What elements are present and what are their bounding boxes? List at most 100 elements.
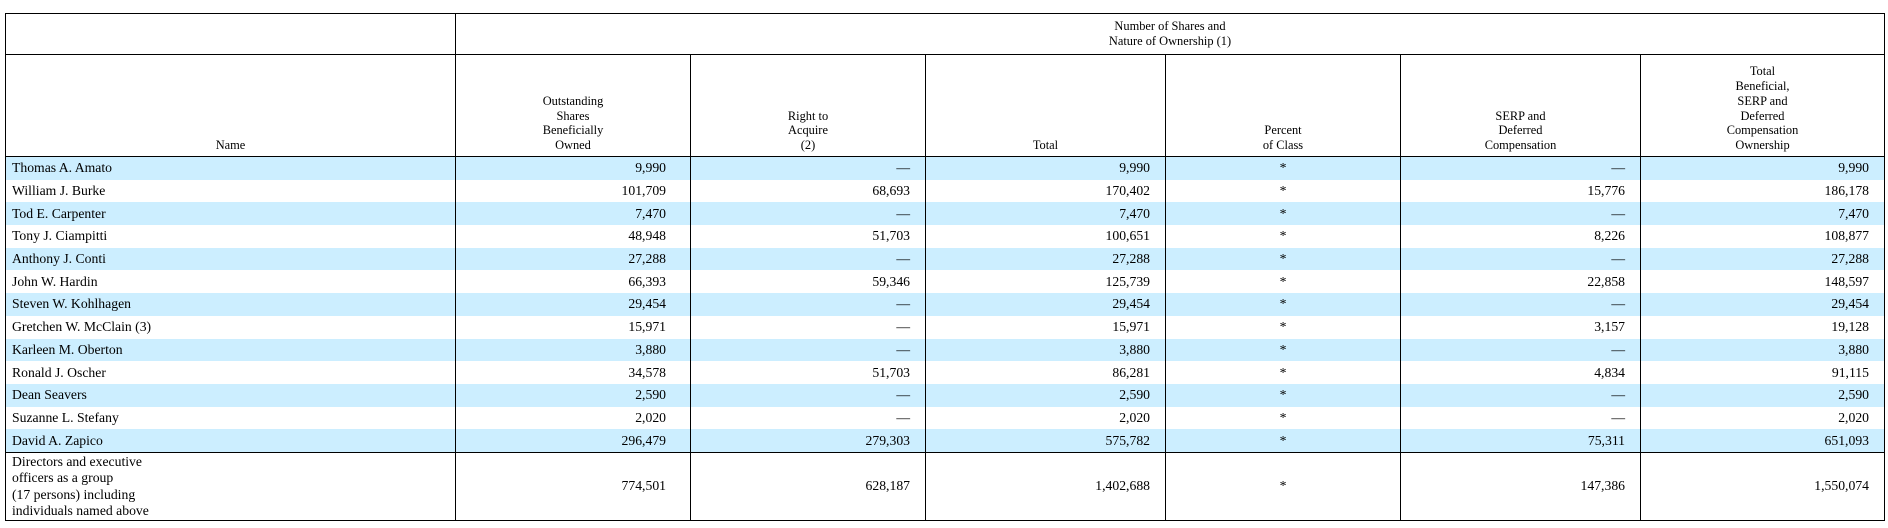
value-cell: —	[1400, 156, 1641, 180]
value-cell: 91,115	[1640, 361, 1885, 384]
value-cell: —	[1400, 202, 1641, 226]
group-total-row: Directors and executive officers as a gr…	[5, 451, 1885, 521]
value-cell: 2,020	[1640, 406, 1885, 430]
col-header-name: Name	[5, 54, 456, 157]
percent-of-class-cell: *	[1165, 315, 1401, 339]
value-cell: 7,470	[925, 202, 1166, 226]
table-row: Ronald J. Oscher 34,578 51,703 86,281 * 4,834…	[5, 361, 1885, 384]
value-cell: 8,226	[1400, 225, 1641, 248]
table-row: David A. Zapico 296,479 279,303 575,782 * 75,…	[5, 429, 1885, 453]
percent-of-class-cell: *	[1165, 270, 1401, 294]
value-cell: 3,157	[1400, 315, 1641, 339]
percent-of-class-cell: *	[1165, 293, 1401, 316]
value-cell: —	[690, 315, 926, 339]
value-cell: 15,776	[1400, 179, 1641, 203]
row-name-cell: Thomas A. Amato	[5, 156, 456, 180]
col-header-right-to-acquire: Right to Acquire (2)	[690, 54, 926, 157]
value-cell: 7,470	[455, 202, 691, 226]
value-cell: —	[1400, 406, 1641, 430]
percent-of-class-cell: *	[1165, 202, 1401, 226]
value-cell: 148,597	[1640, 270, 1885, 294]
value-cell: 101,709	[455, 179, 691, 203]
table-row: Tony J. Ciampitti 48,948 51,703 100,651 * 8,2…	[5, 225, 1885, 248]
value-cell: 575,782	[925, 429, 1166, 453]
percent-of-class-cell: *	[1165, 225, 1401, 248]
percent-of-class-cell: *	[1165, 338, 1401, 362]
row-name-cell: Gretchen W. McClain (3)	[5, 315, 456, 339]
row-name-cell: Anthony J. Conti	[5, 247, 456, 271]
percent-of-class-cell: *	[1165, 179, 1401, 203]
value-cell: —	[690, 406, 926, 430]
value-cell: 3,880	[455, 338, 691, 362]
group-total-cell: 1,402,688	[925, 451, 1166, 521]
top-header-row: Number of Shares and Nature of Ownership…	[5, 13, 1885, 55]
row-name-cell: Dean Seavers	[5, 383, 456, 407]
table-row: Gretchen W. McClain (3) 15,971—15,971 * 3,1…	[5, 315, 1885, 339]
table-row: Tod E. Carpenter 7,470—7,470 * —7,470	[5, 202, 1885, 226]
col-header-serp-deferred: SERP and Deferred Compensation	[1400, 54, 1641, 157]
value-cell: 15,971	[925, 315, 1166, 339]
value-cell: 9,990	[455, 156, 691, 180]
value-cell: —	[690, 247, 926, 271]
value-cell: 108,877	[1640, 225, 1885, 248]
value-cell: 2,590	[925, 383, 1166, 407]
value-cell: —	[690, 202, 926, 226]
value-cell: —	[1400, 293, 1641, 316]
percent-of-class-cell: *	[1165, 383, 1401, 407]
value-cell: 2,020	[925, 406, 1166, 430]
value-cell: —	[1400, 383, 1641, 407]
value-cell: 22,858	[1400, 270, 1641, 294]
value-cell: 51,703	[690, 361, 926, 384]
shares-nature-span-header: Number of Shares and Nature of Ownership…	[455, 13, 1885, 55]
table-body: Thomas A. Amato 9,990—9,990 * —9,990 William…	[5, 156, 1885, 453]
table-row: Thomas A. Amato 9,990—9,990 * —9,990	[5, 156, 1885, 180]
value-cell: 51,703	[690, 225, 926, 248]
corner-cell	[5, 13, 456, 55]
table-row: John W. Hardin 66,393 59,346 125,739 * 22,858…	[5, 270, 1885, 294]
percent-of-class-cell: *	[1165, 361, 1401, 384]
value-cell: 59,346	[690, 270, 926, 294]
row-name-cell: Steven W. Kohlhagen	[5, 293, 456, 316]
value-cell: 170,402	[925, 179, 1166, 203]
row-name-cell: Karleen M. Oberton	[5, 338, 456, 362]
value-cell: 68,693	[690, 179, 926, 203]
value-cell: —	[690, 156, 926, 180]
table-row: Anthony J. Conti 27,288—27,288 * —27,288	[5, 247, 1885, 271]
value-cell: 125,739	[925, 270, 1166, 294]
value-cell: 3,880	[925, 338, 1166, 362]
row-name-cell: John W. Hardin	[5, 270, 456, 294]
value-cell: 19,128	[1640, 315, 1885, 339]
beneficial-ownership-table: Number of Shares and Nature of Ownership…	[5, 13, 1885, 521]
col-header-total-beneficial: Total Beneficial, SERP and Deferred Comp…	[1640, 54, 1885, 157]
row-name-cell: William J. Burke	[5, 179, 456, 203]
col-header-percent-of-class: Percent of Class	[1165, 54, 1401, 157]
value-cell: 15,971	[455, 315, 691, 339]
value-cell: 29,454	[925, 293, 1166, 316]
value-cell: 9,990	[925, 156, 1166, 180]
value-cell: 27,288	[925, 247, 1166, 271]
row-name-cell: Tony J. Ciampitti	[5, 225, 456, 248]
value-cell: 34,578	[455, 361, 691, 384]
value-cell: 2,590	[455, 383, 691, 407]
row-name-cell: Tod E. Carpenter	[5, 202, 456, 226]
row-name-cell: Suzanne L. Stefany	[5, 406, 456, 430]
value-cell: —	[690, 293, 926, 316]
value-cell: 27,288	[455, 247, 691, 271]
value-cell: 2,020	[455, 406, 691, 430]
value-cell: 3,880	[1640, 338, 1885, 362]
value-cell: 29,454	[1640, 293, 1885, 316]
value-cell: 29,454	[455, 293, 691, 316]
col-header-total: Total	[925, 54, 1166, 157]
value-cell: —	[1400, 247, 1641, 271]
value-cell: 4,834	[1400, 361, 1641, 384]
percent-of-class-cell: *	[1165, 247, 1401, 271]
row-name-cell: David A. Zapico	[5, 429, 456, 453]
table-row: Karleen M. Oberton 3,880—3,880 * —3,880	[5, 338, 1885, 362]
value-cell: —	[1400, 338, 1641, 362]
value-cell: 48,948	[455, 225, 691, 248]
percent-of-class-cell: *	[1165, 429, 1401, 453]
value-cell: 7,470	[1640, 202, 1885, 226]
group-percent-cell: *	[1165, 451, 1401, 521]
table-row: Dean Seavers 2,590—2,590 * —2,590	[5, 383, 1885, 407]
